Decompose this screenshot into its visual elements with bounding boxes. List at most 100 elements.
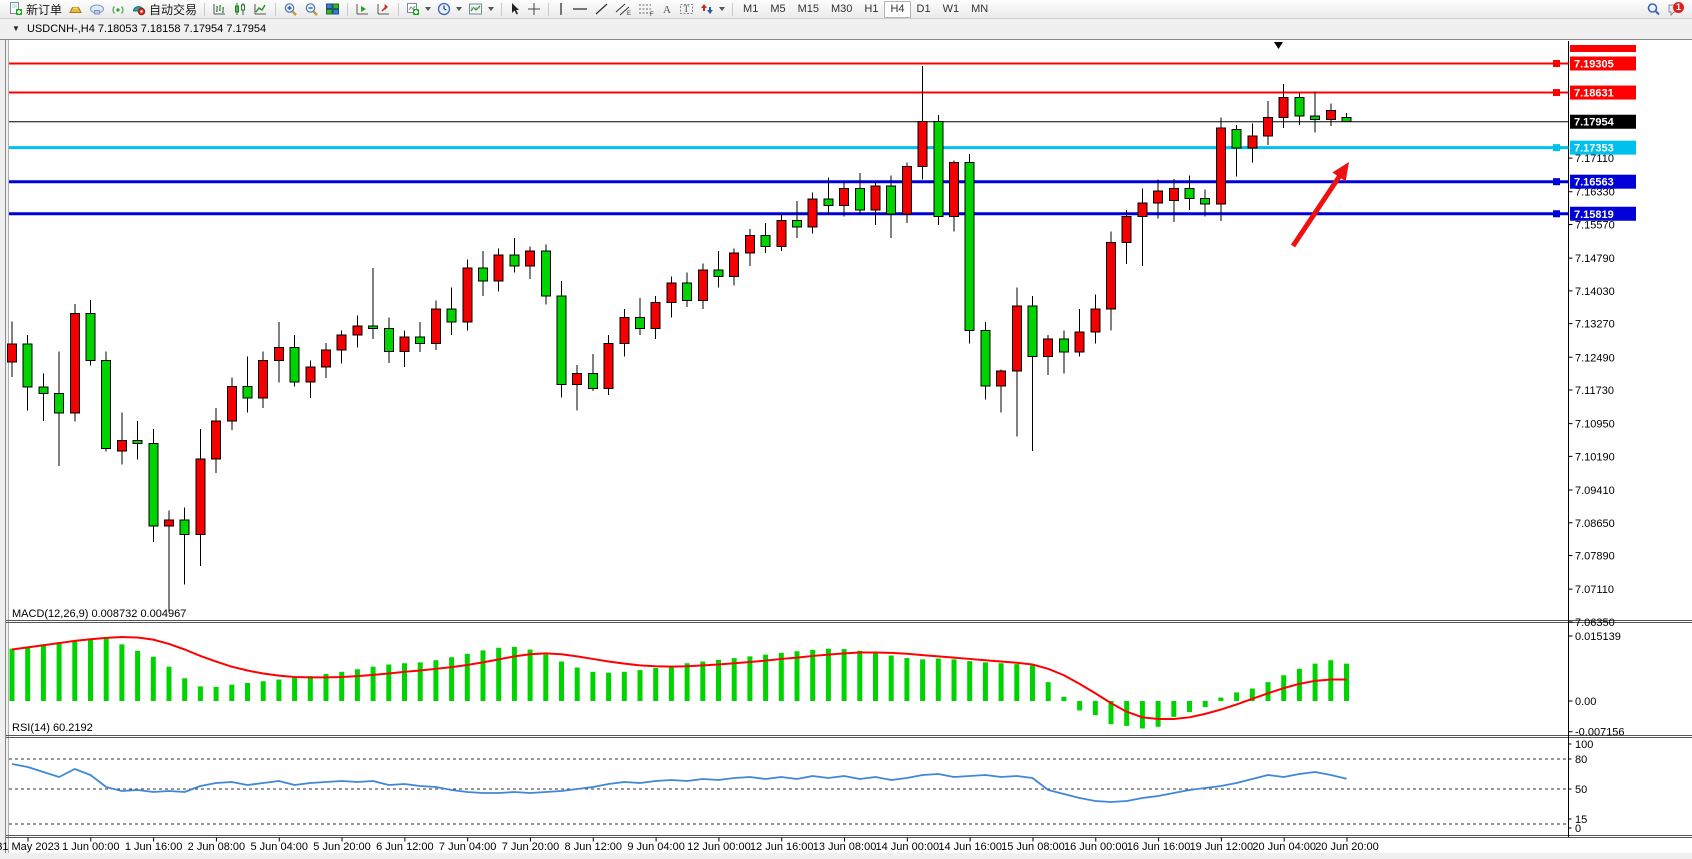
equidistant-channel-button[interactable]: E xyxy=(612,1,635,18)
text-label-button[interactable]: T xyxy=(676,1,697,18)
macd-histogram-bar xyxy=(9,648,15,701)
macd-histogram-bar xyxy=(998,663,1004,701)
price-tick-label: 7.14030 xyxy=(1575,286,1615,298)
time-tick-label: 19 Jun 12:00 xyxy=(1190,841,1254,853)
timeframe-m5-button[interactable]: M5 xyxy=(770,2,786,15)
timeframe-mn-button[interactable]: MN xyxy=(971,2,989,15)
time-tick-label: 14 Jun 16:00 xyxy=(938,841,1002,853)
bar-chart-icon xyxy=(212,2,227,16)
macd-histogram-bar xyxy=(606,672,612,701)
vertical-line-button[interactable] xyxy=(553,1,569,18)
chevron-down-icon xyxy=(456,7,463,11)
macd-histogram-bar xyxy=(621,671,627,701)
search-button[interactable] xyxy=(1643,1,1664,18)
cloud-icon xyxy=(89,2,105,16)
text-label-icon: T xyxy=(679,2,694,16)
tile-windows-button[interactable] xyxy=(322,1,343,18)
auto-scroll-button[interactable] xyxy=(352,1,373,18)
timeframe-m1-button[interactable]: M1 xyxy=(743,2,759,15)
zoom-out-button[interactable] xyxy=(301,1,322,18)
price-level-label xyxy=(1570,56,1636,71)
candlestick xyxy=(776,214,787,251)
text-button[interactable]: A xyxy=(658,1,676,18)
candlestick xyxy=(760,222,771,253)
cursor-button[interactable] xyxy=(506,1,524,18)
gold-ingot-icon xyxy=(68,2,83,16)
signal-icon xyxy=(111,2,125,16)
zoom-in-button[interactable] xyxy=(280,1,301,18)
trendline-button[interactable] xyxy=(591,1,612,18)
crosshair-icon xyxy=(527,2,541,16)
macd-histogram-bar xyxy=(590,671,596,701)
bar-chart-button[interactable] xyxy=(209,1,230,18)
line-chart-button[interactable] xyxy=(250,1,271,18)
macd-histogram-bar xyxy=(150,656,156,701)
toolbar-separator xyxy=(732,2,734,16)
timeframe-w1-button[interactable]: W1 xyxy=(942,2,960,15)
line-handle[interactable] xyxy=(1553,60,1560,67)
candlestick xyxy=(1231,124,1242,177)
candlestick xyxy=(1153,179,1164,219)
macd-histogram-bar xyxy=(527,649,533,701)
time-tick-label: 13 Jun 08:00 xyxy=(813,841,877,853)
macd-name: MACD(12,26,9) xyxy=(12,608,89,620)
annotation-arrow-head[interactable] xyxy=(1332,162,1349,182)
macd-histogram-bar xyxy=(1092,701,1098,716)
crosshair-button[interactable] xyxy=(524,1,544,18)
signals-button[interactable] xyxy=(108,1,128,18)
line-handle[interactable] xyxy=(1553,210,1560,218)
rsi-indicator-label: RSI(14) 60.2192 xyxy=(12,722,93,734)
chart-shift-button[interactable] xyxy=(373,1,394,18)
timeframe-m30-button[interactable]: M30 xyxy=(831,2,853,15)
timeframe-d1-button[interactable]: D1 xyxy=(916,2,931,15)
candlestick xyxy=(1106,231,1116,331)
horizontal-line-button[interactable] xyxy=(569,1,591,18)
macd-panel: 0.015139 0.00 -0.007156 xyxy=(9,631,1625,739)
notifications-button[interactable]: 1 xyxy=(1664,1,1686,18)
candlestick xyxy=(635,298,645,335)
new-order-button[interactable]: 新订单 xyxy=(6,1,65,18)
macd-histogram-bar xyxy=(88,639,93,701)
candles-layer xyxy=(7,65,1352,612)
periods-button[interactable] xyxy=(434,1,465,18)
toolbar-separator xyxy=(204,2,206,16)
chart-shift-marker[interactable] xyxy=(1274,42,1283,49)
chart-canvas[interactable]: 7.17110 7.16330 7.15570 7.14790 7.14030 7.132… xyxy=(0,19,1692,859)
virtual-hosting-button[interactable] xyxy=(86,1,108,18)
chart-window[interactable]: 7.17110 7.16330 7.15570 7.14790 7.14030 7.132… xyxy=(0,19,1692,859)
fibonacci-button[interactable]: F xyxy=(635,1,658,18)
timeframe-m15-button[interactable]: M15 xyxy=(797,2,819,15)
macd-histogram-bar xyxy=(684,663,690,701)
candlestick xyxy=(996,369,1007,413)
time-tick-label: 5 Jun 04:00 xyxy=(250,841,308,853)
candlestick xyxy=(1027,296,1038,452)
autotrading-button[interactable]: 自动交易 xyxy=(128,1,200,18)
line-handle[interactable] xyxy=(1553,178,1560,186)
macd-histogram-bar xyxy=(1234,692,1240,701)
line-handle[interactable] xyxy=(1553,144,1560,152)
timeframe-h4-button[interactable]: H4 xyxy=(884,0,911,18)
annotation-arrow-shaft[interactable] xyxy=(1290,172,1344,248)
shapes-button[interactable] xyxy=(697,1,728,18)
price-tick-label: 7.08650 xyxy=(1575,518,1615,530)
candlestick xyxy=(7,321,17,378)
horizontal-line-icon xyxy=(572,2,588,16)
candlestick xyxy=(1074,308,1085,357)
price-tick-label: 7.09410 xyxy=(1575,485,1615,497)
gold-button[interactable] xyxy=(65,1,86,18)
toolbar-separator xyxy=(398,2,400,16)
candlestick-chart-button[interactable] xyxy=(230,1,250,18)
new-chart-button[interactable] xyxy=(403,1,434,18)
candlestick xyxy=(258,351,269,409)
arrows-shapes-icon xyxy=(700,2,714,16)
time-tick-label: 15 Jun 08:00 xyxy=(1001,841,1065,853)
templates-button[interactable] xyxy=(465,1,497,18)
time-tick-label: 16 Jun 16:00 xyxy=(1127,841,1191,853)
price-tick-label: 7.07890 xyxy=(1575,551,1615,563)
candlestick xyxy=(587,354,598,391)
svg-text:T: T xyxy=(684,4,690,14)
candlestick xyxy=(368,268,379,340)
line-handle[interactable] xyxy=(1553,89,1560,97)
macd-histogram-bar xyxy=(873,652,878,701)
timeframe-h1-button[interactable]: H1 xyxy=(864,2,879,15)
